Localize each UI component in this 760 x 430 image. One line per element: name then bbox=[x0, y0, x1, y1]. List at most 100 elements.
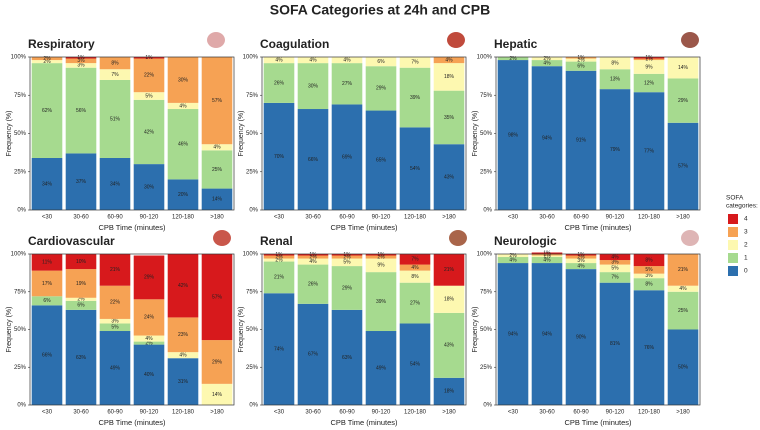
y-axis-label: Frequency (%) bbox=[238, 307, 245, 353]
bar-segment bbox=[297, 303, 329, 405]
value-label: 76% bbox=[644, 345, 655, 351]
y-tick-label: 100% bbox=[243, 252, 259, 258]
panel-frame bbox=[495, 253, 701, 406]
bar-segment bbox=[297, 57, 329, 64]
bar-segment bbox=[331, 266, 363, 310]
bar-segment bbox=[399, 127, 431, 210]
value-label: 1% bbox=[543, 251, 551, 257]
bar-segment bbox=[65, 57, 97, 59]
x-tick-label: 90-120 bbox=[606, 410, 625, 416]
value-label: 21% bbox=[110, 267, 121, 273]
value-label: 4% bbox=[179, 352, 187, 358]
bar-segment bbox=[565, 258, 597, 264]
bar-segment bbox=[297, 258, 329, 265]
bar-segment bbox=[263, 254, 295, 256]
value-label: 7% bbox=[411, 257, 419, 263]
bar-segment bbox=[633, 60, 665, 74]
organ-icon bbox=[449, 230, 467, 246]
value-label: 67% bbox=[308, 352, 319, 358]
bar-segment bbox=[497, 60, 529, 211]
y-tick-label: 25% bbox=[480, 169, 493, 175]
y-tick-label: 0% bbox=[17, 403, 26, 409]
value-label: 2% bbox=[509, 56, 517, 62]
bar-segment bbox=[167, 102, 199, 110]
bar-segment bbox=[99, 157, 131, 210]
x-tick-label: 30-60 bbox=[305, 215, 321, 221]
x-tick-label: 60-90 bbox=[339, 215, 355, 221]
value-label: 4% bbox=[179, 103, 187, 109]
y-tick-label: 75% bbox=[246, 93, 259, 99]
bar-segment bbox=[201, 150, 233, 189]
legend-label: 2 bbox=[744, 242, 748, 249]
bar-segment bbox=[399, 323, 431, 405]
value-label: 51% bbox=[110, 116, 121, 122]
bar-segment bbox=[565, 58, 597, 62]
bar-segment bbox=[599, 260, 631, 265]
value-label: 54% bbox=[410, 166, 421, 172]
bar-segment bbox=[167, 254, 199, 318]
value-label: 34% bbox=[110, 181, 121, 187]
y-tick-label: 75% bbox=[480, 93, 493, 99]
bar-segment bbox=[99, 323, 131, 332]
value-label: 26% bbox=[274, 80, 285, 86]
bar-segment bbox=[599, 254, 631, 261]
y-tick-label: 25% bbox=[246, 169, 259, 175]
value-label: 57% bbox=[212, 98, 223, 104]
value-label: 21% bbox=[274, 275, 285, 281]
value-label: 4% bbox=[543, 60, 551, 66]
value-label: 23% bbox=[178, 332, 189, 338]
panel-title: Neurologic bbox=[494, 234, 557, 248]
organ-icon bbox=[681, 32, 699, 48]
bar-segment bbox=[133, 92, 165, 100]
bar-segment bbox=[365, 254, 397, 256]
value-label: 3% bbox=[77, 58, 85, 64]
y-axis-label: Frequency (%) bbox=[472, 307, 479, 353]
bar-segment bbox=[31, 60, 63, 64]
bar-segment bbox=[565, 254, 597, 256]
bar-segment bbox=[433, 254, 465, 286]
value-label: 2% bbox=[43, 56, 51, 62]
x-tick-label: >180 bbox=[676, 410, 690, 416]
bar-segment bbox=[633, 273, 665, 279]
y-tick-label: 75% bbox=[14, 93, 27, 99]
value-label: 1% bbox=[377, 252, 385, 258]
x-tick-label: 120-180 bbox=[638, 215, 661, 221]
bar-segment bbox=[99, 331, 131, 405]
legend-swatch bbox=[728, 266, 738, 276]
bar-segment bbox=[297, 63, 329, 110]
value-label: 9% bbox=[377, 263, 385, 269]
value-label: 18% bbox=[444, 297, 455, 303]
x-tick-label: 120-180 bbox=[404, 410, 427, 416]
y-tick-label: 50% bbox=[246, 327, 259, 333]
value-label: 77% bbox=[644, 148, 655, 154]
bar-segment bbox=[531, 254, 563, 256]
bar-segment bbox=[599, 69, 631, 90]
bar-segment bbox=[201, 383, 233, 405]
value-label: 14% bbox=[212, 392, 223, 398]
bar-segment bbox=[263, 255, 295, 259]
y-tick-label: 100% bbox=[11, 252, 27, 258]
bar-segment bbox=[633, 254, 665, 267]
x-axis-label: CPB Time (minutes) bbox=[98, 223, 166, 232]
value-label: 1% bbox=[577, 55, 585, 61]
value-label: 2% bbox=[509, 253, 517, 259]
bar-segment bbox=[565, 263, 597, 270]
x-tick-label: 30-60 bbox=[73, 215, 89, 221]
value-label: 27% bbox=[410, 300, 421, 306]
value-label: 30% bbox=[144, 184, 155, 190]
bar-segment bbox=[667, 254, 699, 286]
x-tick-label: 30-60 bbox=[539, 410, 555, 416]
value-label: 5% bbox=[645, 267, 653, 273]
panel-frame bbox=[495, 56, 701, 211]
value-label: 57% bbox=[678, 164, 689, 170]
bar-segment bbox=[133, 299, 165, 336]
value-label: 5% bbox=[145, 93, 153, 99]
legend-label: 1 bbox=[744, 255, 748, 262]
bar-segment bbox=[399, 282, 431, 324]
x-tick-label: <30 bbox=[274, 410, 285, 416]
bar-segment bbox=[31, 57, 63, 61]
y-tick-label: 25% bbox=[246, 365, 259, 371]
bar-segment bbox=[65, 297, 97, 301]
value-label: 5% bbox=[611, 266, 619, 272]
